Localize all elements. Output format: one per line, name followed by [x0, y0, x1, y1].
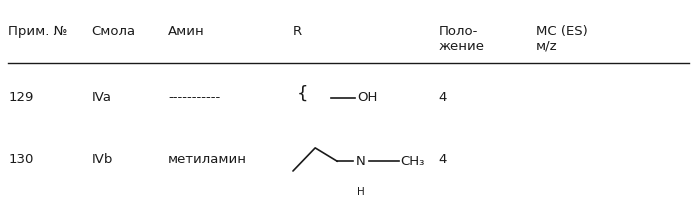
Text: МС (ES)
м/z: МС (ES) м/z — [536, 24, 588, 53]
Text: Прим. №: Прим. № — [8, 24, 68, 38]
Text: Поло-
жение: Поло- жение — [438, 24, 484, 53]
Text: 129: 129 — [8, 91, 33, 104]
Text: IVb: IVb — [91, 153, 113, 166]
Text: -----------: ----------- — [168, 91, 220, 104]
Text: Амин: Амин — [168, 24, 205, 38]
Text: R: R — [293, 24, 302, 38]
Text: {: { — [296, 85, 308, 103]
Text: 4: 4 — [438, 153, 447, 166]
Text: Смола: Смола — [91, 24, 136, 38]
Text: H: H — [357, 187, 365, 197]
Text: CH₃: CH₃ — [401, 155, 425, 168]
Text: 4: 4 — [438, 91, 447, 104]
Text: N: N — [356, 155, 366, 168]
Text: 130: 130 — [8, 153, 33, 166]
Text: OH: OH — [358, 91, 378, 104]
Text: метиламин: метиламин — [168, 153, 247, 166]
Text: IVa: IVa — [91, 91, 112, 104]
